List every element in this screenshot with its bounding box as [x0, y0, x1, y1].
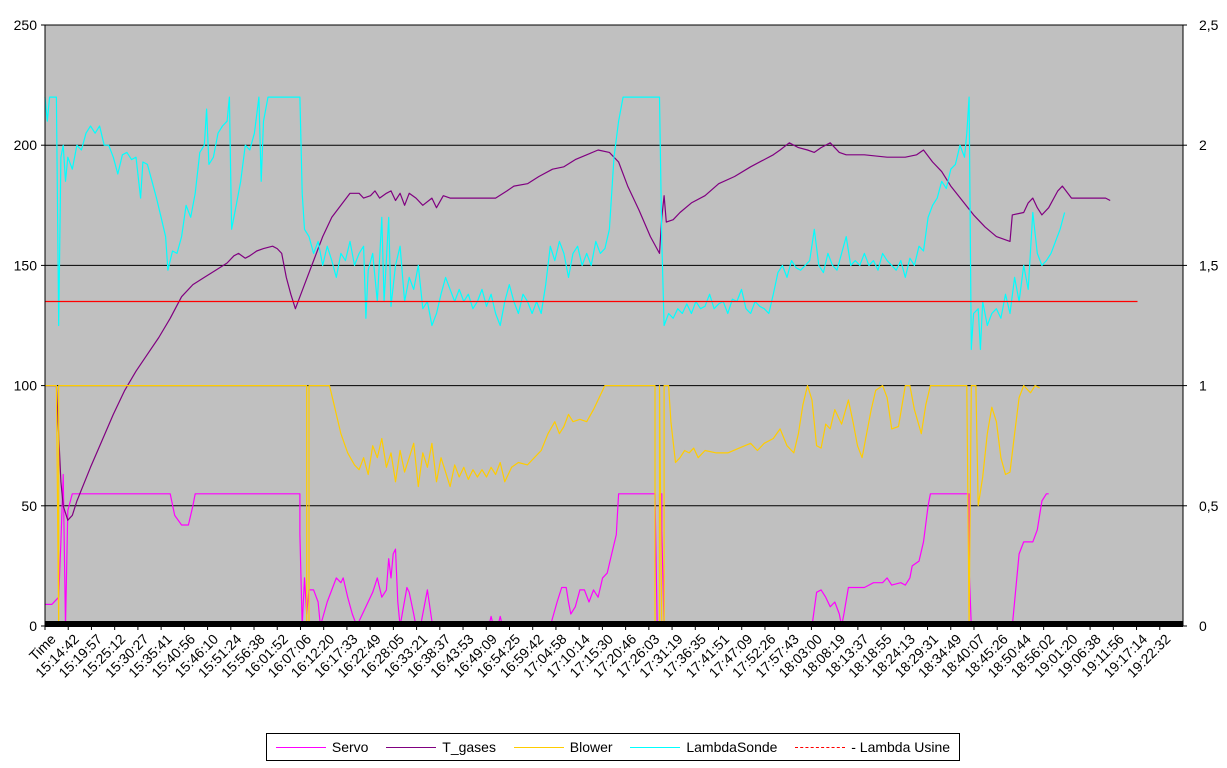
y-left-tick-label: 250 [14, 17, 38, 33]
series-line-servo [45, 473, 1049, 627]
y-left-tick-label: 100 [14, 378, 38, 394]
y-right-tick-label: 0,5 [1199, 498, 1219, 514]
series-line-lambdasonde [44, 96, 1066, 351]
y-right-tick-label: 2,5 [1199, 17, 1219, 33]
legend-label: Blower [569, 739, 613, 755]
series-layer [44, 96, 1138, 627]
legend-label: - Lambda Usine [851, 739, 951, 755]
legend-label: Servo [331, 739, 369, 755]
legend-swatch [513, 746, 564, 748]
y-right-tick-label: 2 [1199, 137, 1207, 153]
y-right-tick-label: 1,5 [1199, 257, 1219, 273]
y-left-tick-label: 50 [21, 498, 37, 514]
x-tick-labels: Time15:14:4215:19:5715:25:1215:30:2715:3… [26, 631, 1174, 681]
legend-label: T_gases [442, 739, 496, 755]
y-left-tick-labels: 0 50 100 150 200 250 [14, 17, 38, 634]
legend-swatch [795, 746, 846, 748]
x-axis-bar [45, 621, 1183, 627]
chart-legend: Servo T_gases Blower LambdaSonde - Lambda Us… [266, 733, 960, 761]
plot-area [44, 24, 1184, 627]
legend-swatch [275, 746, 326, 748]
series-line-t-gases [45, 142, 1111, 521]
y-left-tick-label: 0 [29, 618, 37, 634]
legend-item: T_gases [386, 739, 496, 755]
y-right-tick-labels: 0 0,5 1 1,5 2 2,5 [1199, 17, 1219, 634]
legend-swatch [386, 746, 437, 748]
legend-item: Servo [275, 739, 369, 755]
y-left-tick-label: 200 [14, 137, 38, 153]
y-right-tick-label: 1 [1199, 378, 1207, 394]
y-right-tick-label: 0 [1199, 618, 1207, 634]
axes [41, 24, 1187, 630]
x-axis-baseline [45, 621, 1183, 627]
legend-item: - Lambda Usine [795, 739, 950, 755]
legend-label: LambdaSonde [686, 739, 778, 755]
legend-swatch [630, 746, 681, 748]
legend-item: LambdaSonde [630, 739, 777, 755]
y-left-tick-label: 150 [14, 257, 38, 273]
legend-item: Blower [513, 739, 613, 755]
